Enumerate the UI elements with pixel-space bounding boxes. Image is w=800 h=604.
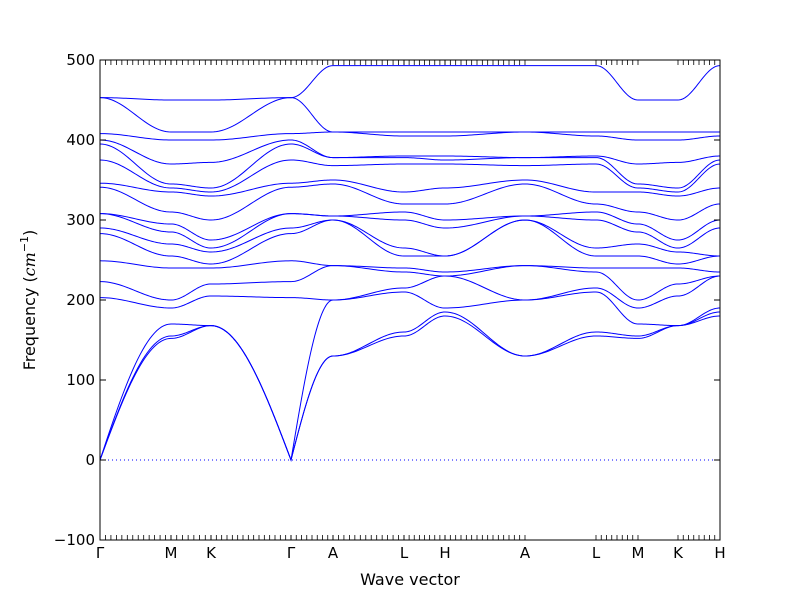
band-line	[99, 291, 721, 462]
y-tick-label: 0	[85, 451, 95, 469]
k-point-label: Γ	[287, 544, 296, 562]
y-tick-label: 400	[66, 131, 95, 149]
axis-ticks	[99, 59, 721, 541]
band-line	[99, 213, 721, 249]
k-point-label: A	[520, 544, 531, 562]
k-point-label: Γ	[96, 544, 105, 562]
k-point-label: M	[165, 544, 178, 562]
y-tick-label: 500	[66, 51, 95, 69]
band-line	[99, 311, 721, 462]
band-line	[99, 139, 721, 165]
k-point-label: A	[328, 544, 339, 562]
k-point-label: H	[714, 544, 725, 562]
band-line	[99, 97, 720, 133]
y-tick-label: 100	[66, 371, 95, 389]
band-line	[99, 131, 721, 141]
x-axis-label: Wave vector	[360, 570, 460, 589]
y-tick-labels: −100 0 100 200 300 400 500	[54, 51, 95, 549]
plot-frame	[99, 59, 721, 541]
band-line	[99, 65, 721, 101]
band-line	[99, 219, 721, 257]
band-line	[99, 219, 721, 265]
y-tick-label: −100	[54, 531, 95, 549]
k-point-label: K	[206, 544, 217, 562]
y-tick-label: 200	[66, 291, 95, 309]
band-line	[99, 260, 721, 273]
band-line	[99, 315, 721, 462]
band-line	[99, 183, 721, 221]
band-line	[99, 211, 721, 241]
band-line	[99, 143, 721, 189]
k-point-label: M	[632, 544, 645, 562]
k-point-label: K	[673, 544, 684, 562]
k-point-label: L	[400, 544, 409, 562]
k-point-label: H	[439, 544, 450, 562]
band-line	[99, 179, 721, 197]
band-lines	[99, 65, 721, 462]
band-line	[99, 265, 721, 301]
band-line	[99, 159, 721, 193]
y-tick-label: 300	[66, 211, 95, 229]
k-point-label: L	[592, 544, 601, 562]
band-line	[99, 275, 721, 309]
y-axis-label: Frequency (cm−1)	[18, 230, 39, 371]
